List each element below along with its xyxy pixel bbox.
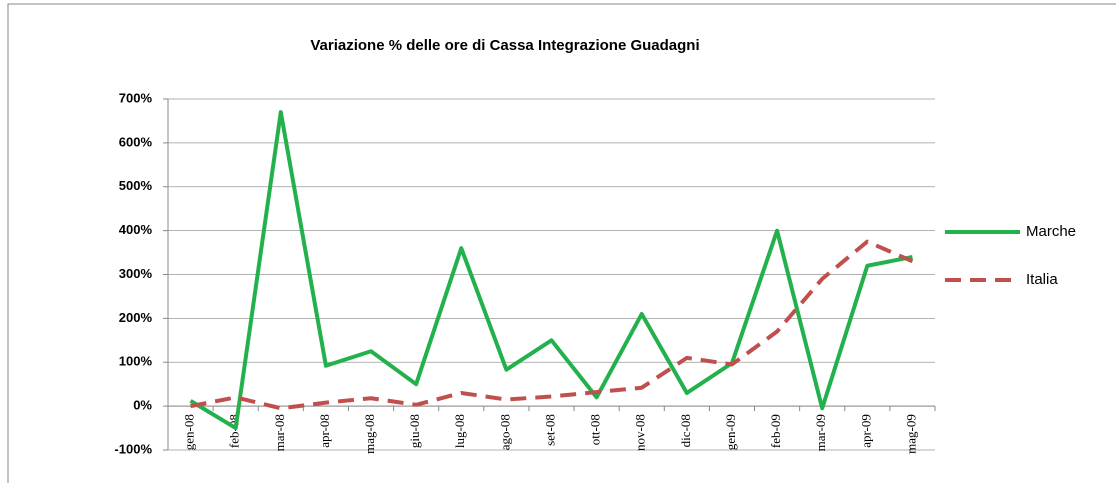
y-tick-label: 300% <box>119 266 153 281</box>
x-tick-label: feb-09 <box>768 414 783 448</box>
x-tick-label: ott-08 <box>588 414 603 445</box>
y-tick-label: 200% <box>119 310 153 325</box>
y-tick-label: 700% <box>119 90 153 105</box>
y-tick-label: 100% <box>119 354 153 369</box>
y-tick-label: 600% <box>119 134 153 149</box>
x-tick-label: dic-08 <box>678 414 693 447</box>
y-tick-label: 500% <box>119 178 153 193</box>
chart-title: Variazione % delle ore di Cassa Integraz… <box>310 37 699 54</box>
x-tick-label: mar-08 <box>272 414 287 451</box>
legend-label: Italia <box>1026 271 1058 288</box>
x-tick-label: giu-08 <box>407 414 422 448</box>
x-tick-label: ago-08 <box>497 414 512 450</box>
x-tick-label: mag-08 <box>362 414 377 454</box>
y-tick-label: 400% <box>119 222 153 237</box>
x-tick-label: set-08 <box>542 414 557 446</box>
y-tick-label: 0% <box>133 398 152 413</box>
x-tick-label: gen-09 <box>723 414 738 450</box>
x-tick-label: nov-08 <box>633 414 648 451</box>
legend-label: Marche <box>1026 223 1076 240</box>
series-line <box>189 110 913 431</box>
x-tick-label: apr-08 <box>317 414 332 448</box>
y-tick-label: -100% <box>114 441 152 456</box>
x-tick-label: gen-08 <box>182 414 197 450</box>
x-tick-label: mag-09 <box>903 414 918 454</box>
chart-frame <box>7 3 1116 483</box>
x-tick-label: apr-09 <box>858 414 873 448</box>
series-line <box>190 239 914 411</box>
x-tick-label: mar-09 <box>813 414 828 451</box>
x-tick-label: lug-08 <box>452 414 467 448</box>
x-tick-label: feb-08 <box>227 414 242 448</box>
